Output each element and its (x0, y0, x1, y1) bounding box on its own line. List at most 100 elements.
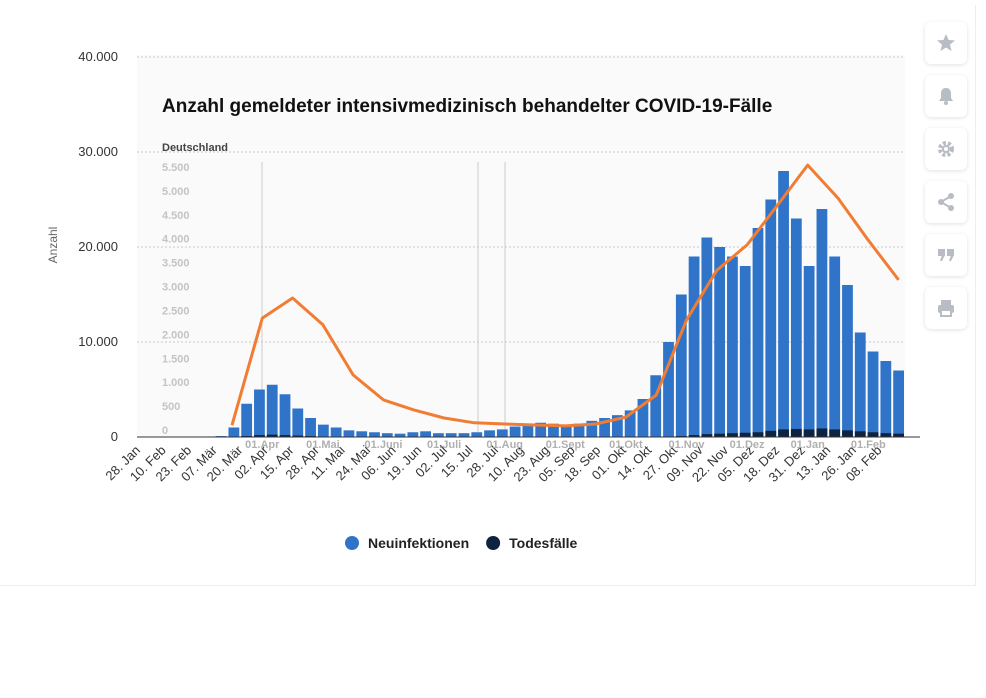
bell-icon (939, 88, 953, 105)
bar (356, 431, 368, 437)
inner-y-tick-label: 5.000 (162, 186, 190, 198)
bar (458, 433, 470, 437)
bar (714, 433, 726, 437)
bar (509, 426, 521, 437)
inner-y-tick-label: 2.500 (162, 305, 190, 317)
bar (816, 209, 828, 437)
bar (611, 415, 623, 437)
bar (790, 428, 802, 437)
bar (867, 432, 879, 437)
bar (727, 256, 738, 437)
chart-card: Anzahl Neuinfektionen Todesfälle 0 10.000 2… (0, 5, 976, 586)
print-icon (938, 300, 954, 317)
inner-y-tick-label: 4.500 (162, 210, 190, 222)
y-tick-label: 10.000 (78, 334, 118, 349)
inner-y-tick-label: 1.000 (162, 377, 190, 389)
bar (893, 433, 904, 437)
bar (816, 428, 828, 437)
bar (714, 247, 726, 437)
bar (279, 435, 291, 437)
bar (330, 427, 342, 437)
bar (381, 433, 393, 437)
bar (842, 430, 853, 437)
notification-button[interactable] (925, 75, 967, 117)
print-button[interactable] (925, 287, 967, 329)
bar (292, 408, 304, 437)
bar (727, 433, 738, 437)
bar (496, 429, 508, 437)
inner-x-tick-label: 01.Nov (668, 439, 705, 451)
bar (688, 256, 700, 437)
bar (292, 435, 304, 437)
inner-y-tick-label: 500 (162, 401, 180, 413)
favorite-button[interactable] (925, 22, 967, 64)
inner-x-tick-label: 01.Sept (546, 439, 585, 451)
inner-x-tick-label: 01.Mai (306, 439, 340, 451)
bar (586, 420, 598, 437)
bar (867, 351, 879, 437)
plot-background (137, 55, 905, 437)
bar (701, 237, 713, 437)
bar (893, 370, 904, 437)
inner-x-tick-label: 01.Apr (245, 439, 280, 451)
bar (522, 424, 534, 437)
bar (778, 429, 789, 437)
chart: Anzahl Neuinfektionen Todesfälle 0 10.000 2… (46, 49, 920, 551)
bar (765, 199, 777, 437)
y-tick-label: 0 (111, 429, 118, 444)
bar (317, 424, 329, 437)
y-tick-label: 30.000 (78, 144, 118, 159)
bar (266, 434, 278, 437)
inner-y-tick-label: 0 (162, 425, 168, 437)
inner-y-tick-label: 4.000 (162, 234, 190, 246)
bar (778, 171, 789, 437)
bar (420, 431, 432, 437)
bar (228, 427, 240, 437)
star-icon (937, 34, 955, 51)
bar (675, 294, 687, 437)
inner-chart-title: Anzahl gemeldeter intensivmedizinisch be… (162, 96, 773, 117)
bar (663, 342, 674, 437)
bar (650, 375, 662, 437)
bar (803, 266, 815, 437)
bar (765, 430, 777, 437)
bar (854, 332, 866, 437)
inner-y-tick-label: 5.500 (162, 162, 190, 174)
settings-button[interactable] (925, 128, 967, 170)
bar (739, 432, 751, 437)
inner-x-tick-label: 01.Dez (730, 439, 765, 451)
bar (535, 422, 547, 437)
bar (842, 285, 853, 437)
bar (637, 399, 649, 437)
bar (254, 389, 265, 437)
quote-icon (938, 249, 954, 261)
bar (790, 218, 802, 437)
inner-x-tick-label: 01.Feb (851, 439, 886, 451)
legend-marker (486, 536, 501, 550)
bar (548, 423, 559, 437)
bar (471, 432, 483, 437)
bar (560, 424, 572, 437)
bar (343, 430, 355, 437)
bar (369, 432, 380, 437)
inner-y-tick-label: 3.500 (162, 258, 190, 270)
bar (433, 433, 444, 437)
bar (305, 418, 316, 437)
inner-x-tick-label: 01.Juli (427, 439, 461, 451)
bar (829, 429, 841, 437)
share-button[interactable] (925, 181, 967, 223)
legend: Neuinfektionen Todesfälle (345, 535, 578, 551)
bar (599, 418, 610, 437)
inner-x-tick-label: 01.Juni (365, 439, 403, 451)
bar (688, 435, 700, 437)
bar (854, 431, 866, 437)
cite-button[interactable] (925, 234, 967, 276)
bar (701, 434, 713, 437)
bar (624, 410, 636, 437)
bar (241, 403, 253, 437)
inner-x-tick-label: 01.Aug (486, 439, 523, 451)
legend-label: Todesfälle (509, 535, 577, 551)
share-icon (938, 193, 954, 211)
bar (739, 266, 751, 437)
